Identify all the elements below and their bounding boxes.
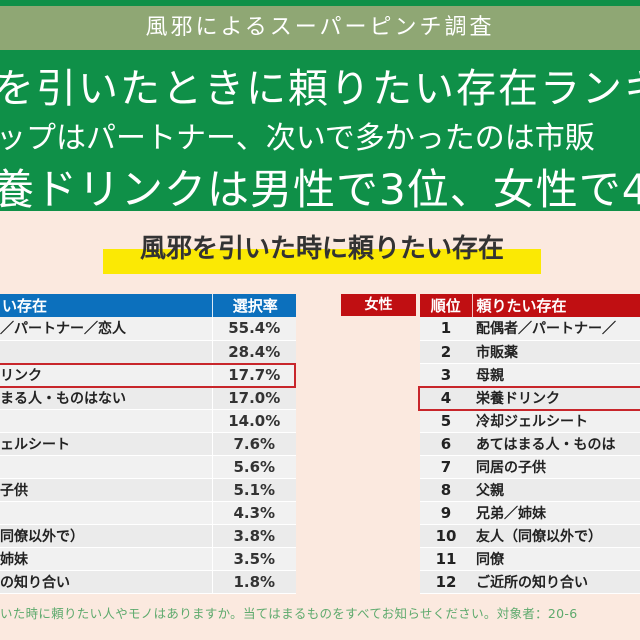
row-item: 父親 bbox=[472, 478, 640, 502]
survey-footnote: いた時に頼りたい人やモノはありますか。当てはまるものをすべてお知らせください。対… bbox=[0, 606, 578, 621]
table-row: 7 同居の子供 bbox=[420, 455, 640, 479]
row-item bbox=[0, 501, 212, 525]
row-rank: 5 bbox=[420, 409, 472, 433]
row-item: ／パートナー／恋人 bbox=[0, 317, 212, 341]
survey-label: 風邪によるスーパーピンチ調査 bbox=[145, 15, 495, 40]
table-row: の知り合い 1.8% bbox=[0, 570, 296, 594]
row-rank: 6 bbox=[420, 432, 472, 456]
row-item: 同僚以外で） bbox=[0, 524, 212, 548]
row-rate: 7.6% bbox=[211, 432, 296, 456]
row-rate: 55.4% bbox=[211, 317, 296, 341]
headline-line-3: 養ドリンクは男性で3位、女性で4 bbox=[0, 165, 640, 211]
row-rank: 9 bbox=[420, 501, 472, 525]
table-row: 8 父親 bbox=[420, 478, 640, 502]
row-rate: 5.6% bbox=[211, 455, 296, 479]
table-row: 5.6% bbox=[0, 455, 296, 479]
row-item: 友人（同僚以外で） bbox=[472, 524, 640, 548]
row-rate: 4.3% bbox=[211, 501, 296, 525]
headline-line-1: を引いたときに頼りたい存在ランキ bbox=[0, 66, 640, 112]
row-item: 配偶者／パートナー／ bbox=[472, 317, 640, 341]
table-row: 10 友人（同僚以外で） bbox=[420, 524, 640, 548]
row-item: 母親 bbox=[472, 363, 640, 387]
table-header-row: 順位 頼りたい存在 bbox=[420, 294, 640, 317]
male-ranking-table: い存在 選択率 ／パートナー／恋人 55.4% 28.4% リンク 17.7% まる… bbox=[0, 294, 296, 594]
row-rate: 28.4% bbox=[211, 340, 296, 364]
table-row: リンク 17.7% bbox=[0, 363, 296, 387]
section-title: 風邪を引いた時に頼りたい存在 bbox=[139, 234, 504, 264]
row-item: ェルシート bbox=[0, 432, 212, 456]
row-item: あてはまる人・ものは bbox=[472, 432, 640, 456]
table-row: 4 栄養ドリンク bbox=[420, 386, 640, 410]
row-rate: 1.8% bbox=[211, 570, 296, 594]
headline-line-2: ップはパートナー、次いで多かったのは市販 bbox=[0, 121, 595, 156]
table-row: 4.3% bbox=[0, 501, 296, 525]
row-item: 冷却ジェルシート bbox=[472, 409, 640, 433]
row-rate: 5.1% bbox=[211, 478, 296, 502]
table-row: 2 市販薬 bbox=[420, 340, 640, 364]
table-header-row: い存在 選択率 bbox=[0, 294, 296, 317]
headline-banner: を引いたときに頼りたい存在ランキ ップはパートナー、次いで多かったのは市販 養ド… bbox=[0, 50, 640, 211]
table-row: まる人・ものはない 17.0% bbox=[0, 386, 296, 410]
female-label-tag: 女性 bbox=[341, 294, 416, 316]
table-row: 姉妹 3.5% bbox=[0, 547, 296, 571]
yellow-highlight-bar bbox=[103, 249, 541, 274]
row-rank: 7 bbox=[420, 455, 472, 479]
row-item: 姉妹 bbox=[0, 547, 212, 571]
table-row: 9 兄弟／姉妹 bbox=[420, 501, 640, 525]
table-row: ／パートナー／恋人 55.4% bbox=[0, 317, 296, 341]
row-rate: 14.0% bbox=[211, 409, 296, 433]
table-row: 11 同僚 bbox=[420, 547, 640, 571]
row-rank: 3 bbox=[420, 363, 472, 387]
row-item: の知り合い bbox=[0, 570, 212, 594]
table-row: ェルシート 7.6% bbox=[0, 432, 296, 456]
row-item: 子供 bbox=[0, 478, 212, 502]
row-item bbox=[0, 340, 212, 364]
row-item: 同居の子供 bbox=[472, 455, 640, 479]
row-rate: 17.7% bbox=[211, 363, 296, 387]
row-item bbox=[0, 455, 212, 479]
table-row: 28.4% bbox=[0, 340, 296, 364]
row-rank: 2 bbox=[420, 340, 472, 364]
row-rank: 11 bbox=[420, 547, 472, 571]
table-row: 子供 5.1% bbox=[0, 478, 296, 502]
row-item: 兄弟／姉妹 bbox=[472, 501, 640, 525]
row-rate: 3.5% bbox=[211, 547, 296, 571]
row-rate: 3.8% bbox=[211, 524, 296, 548]
row-item: 同僚 bbox=[472, 547, 640, 571]
row-item bbox=[0, 409, 212, 433]
row-item: 市販薬 bbox=[472, 340, 640, 364]
row-rank: 4 bbox=[420, 386, 472, 410]
column-header-item: い存在 bbox=[0, 294, 212, 317]
table-row: 5 冷却ジェルシート bbox=[420, 409, 640, 433]
row-item: まる人・ものはない bbox=[0, 386, 212, 410]
row-rank: 1 bbox=[420, 317, 472, 341]
row-rank: 8 bbox=[420, 478, 472, 502]
row-rank: 12 bbox=[420, 570, 472, 594]
table-row: 6 あてはまる人・ものは bbox=[420, 432, 640, 456]
section-title-block: 風邪を引いた時に頼りたい存在 bbox=[103, 228, 541, 276]
row-rate: 17.0% bbox=[211, 386, 296, 410]
table-row: 3 母親 bbox=[420, 363, 640, 387]
column-header-rate: 選択率 bbox=[211, 294, 296, 317]
table-row: 1 配偶者／パートナー／ bbox=[420, 317, 640, 341]
column-header-rank: 順位 bbox=[420, 294, 473, 317]
table-row: 同僚以外で） 3.8% bbox=[0, 524, 296, 548]
column-header-item: 頼りたい存在 bbox=[472, 294, 640, 317]
table-row: 12 ご近所の知り合い bbox=[420, 570, 640, 594]
table-row: 14.0% bbox=[0, 409, 296, 433]
row-item: ご近所の知り合い bbox=[472, 570, 640, 594]
row-item: リンク bbox=[0, 363, 212, 387]
survey-label-band: 風邪によるスーパーピンチ調査 bbox=[0, 6, 640, 50]
row-item: 栄養ドリンク bbox=[472, 386, 640, 410]
top-green-strip bbox=[0, 0, 640, 6]
female-ranking-table: 順位 頼りたい存在 1 配偶者／パートナー／ 2 市販薬 3 母親 4 栄養ドリンク 5… bbox=[420, 294, 640, 594]
row-rank: 10 bbox=[420, 524, 472, 548]
